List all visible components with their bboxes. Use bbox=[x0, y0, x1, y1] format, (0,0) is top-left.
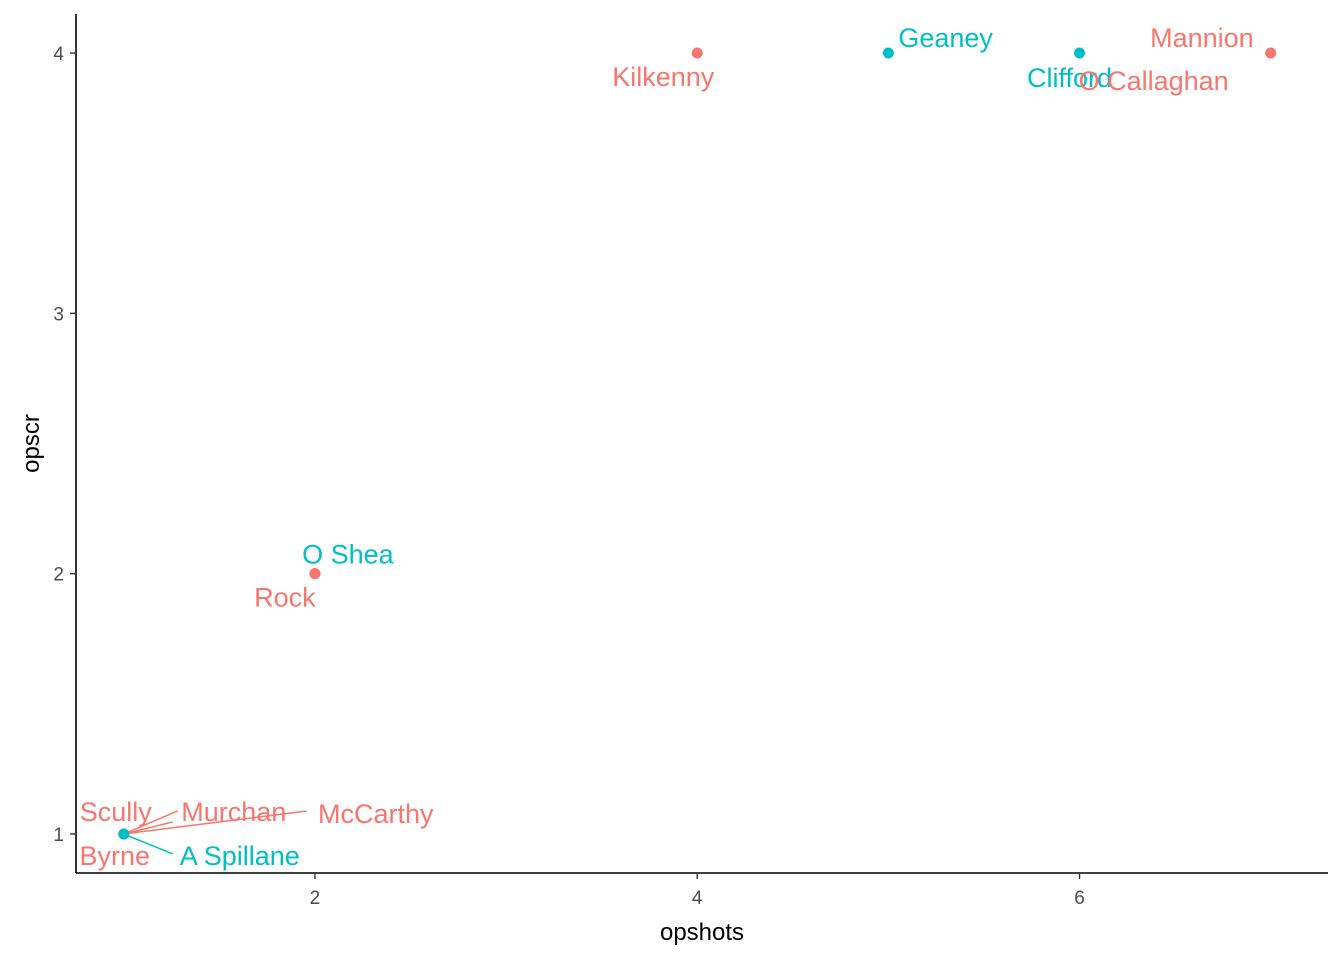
label-connector bbox=[123, 821, 173, 835]
point-labels: Kilkenny Geaney Clifford Mannion O Callaghan… bbox=[80, 23, 1254, 871]
point-label: Kilkenny bbox=[612, 62, 715, 92]
y-axis-title: opscr bbox=[18, 414, 45, 473]
data-point bbox=[309, 568, 321, 580]
point-label: O Callaghan bbox=[1079, 66, 1229, 96]
data-points bbox=[118, 47, 1277, 840]
data-point bbox=[1265, 47, 1277, 59]
y-tick-label: 2 bbox=[53, 565, 64, 586]
ticks: 2 4 6 1 2 3 4 bbox=[53, 44, 1084, 909]
point-label: Geaney bbox=[898, 23, 993, 53]
x-tick-label: 6 bbox=[1074, 888, 1085, 909]
y-tick-label: 1 bbox=[53, 825, 64, 846]
x-tick-label: 2 bbox=[310, 888, 321, 909]
data-point bbox=[118, 828, 130, 840]
point-label: A Spillane bbox=[180, 841, 300, 871]
label-connector bbox=[123, 810, 179, 835]
point-label: Rock bbox=[254, 583, 316, 613]
data-point bbox=[882, 47, 894, 59]
point-label: O Shea bbox=[302, 540, 395, 570]
label-connectors bbox=[123, 810, 307, 855]
axes bbox=[75, 14, 1328, 874]
label-connector bbox=[123, 810, 307, 835]
y-tick-label: 3 bbox=[53, 304, 64, 325]
point-label: McCarthy bbox=[318, 799, 434, 829]
x-tick-label: 4 bbox=[692, 888, 703, 909]
y-tick-label: 4 bbox=[53, 44, 64, 65]
point-label: Mannion bbox=[1150, 23, 1254, 53]
point-label: Murchan bbox=[181, 797, 286, 827]
x-axis-title: opshots bbox=[660, 919, 744, 946]
point-label: Clifford bbox=[1027, 63, 1112, 93]
data-point bbox=[691, 47, 703, 59]
label-connector bbox=[123, 833, 174, 855]
data-point bbox=[1074, 47, 1086, 59]
point-label: Scully bbox=[80, 797, 153, 827]
point-label: Byrne bbox=[80, 841, 151, 871]
